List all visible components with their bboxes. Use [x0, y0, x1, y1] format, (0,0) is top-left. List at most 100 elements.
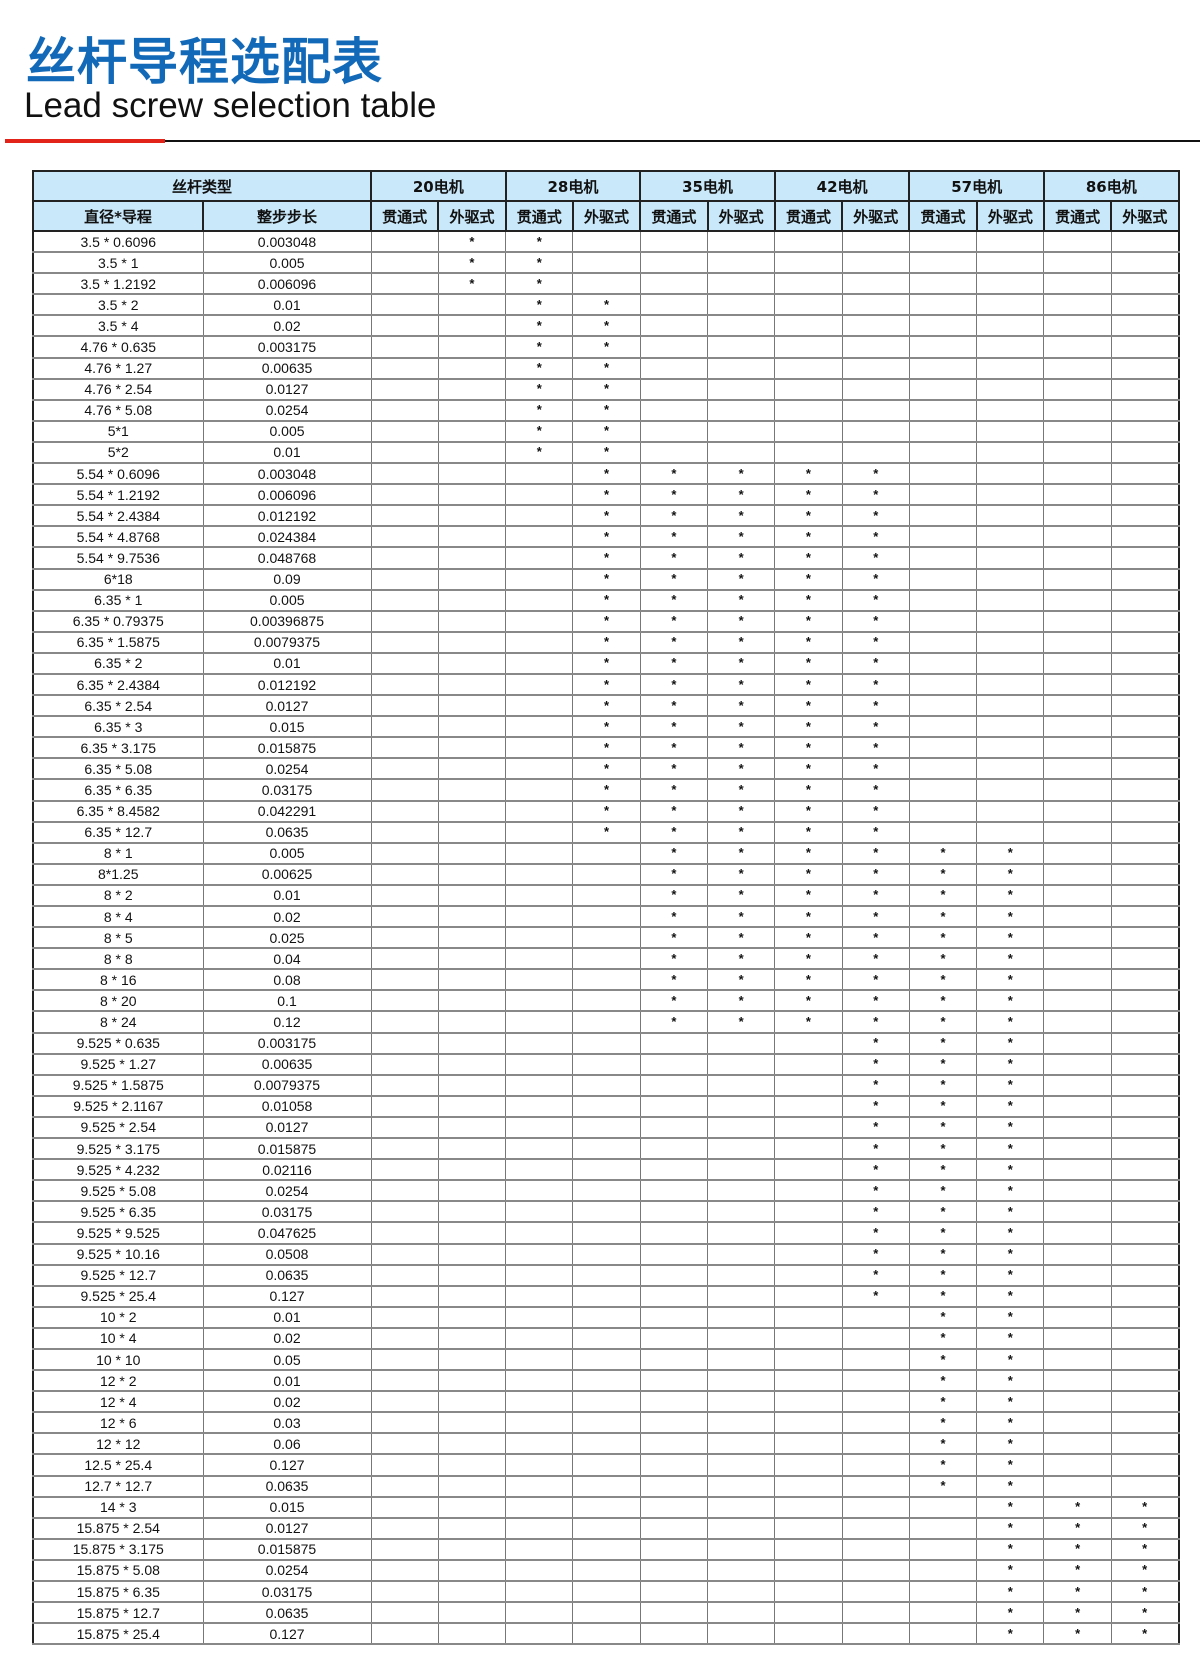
cell-full-step: 0.02: [202, 1327, 372, 1350]
cell-compatibility-mark: [437, 842, 507, 865]
cell-compatibility-mark: [976, 694, 1045, 718]
cell-compatibility-mark: [572, 1411, 641, 1435]
cell-compatibility-mark: [505, 567, 574, 591]
cell-compatibility-mark: *: [908, 1137, 978, 1161]
cell-compatibility-mark: [370, 1074, 439, 1097]
cell-compatibility-mark: [774, 1285, 843, 1308]
cell-compatibility-mark: [706, 1074, 776, 1097]
cell-compatibility-mark: [1043, 1095, 1112, 1118]
cell-compatibility-mark: [908, 1517, 978, 1540]
cell-compatibility-mark: [841, 1390, 910, 1414]
cell-compatibility-mark: [505, 1074, 574, 1097]
cell-compatibility-mark: [437, 567, 507, 591]
cell-compatibility-mark: [1043, 1264, 1112, 1287]
cell-compatibility-mark: [1110, 357, 1180, 380]
cell-compatibility-mark: *: [706, 483, 776, 507]
cell-compatibility-mark: [1043, 504, 1112, 528]
cell-compatibility-mark: *: [572, 610, 641, 633]
cell-compatibility-mark: *: [841, 652, 910, 675]
cell-compatibility-mark: [1110, 483, 1180, 507]
cell-compatibility-mark: *: [1043, 1601, 1112, 1625]
cell-compatibility-mark: [1043, 631, 1112, 654]
table-row: 3.5 * 1.2192 0.006096 * *: [32, 272, 1180, 296]
cell-compatibility-mark: [774, 1074, 843, 1097]
cell-compatibility-mark: *: [774, 800, 843, 823]
cell-compatibility-mark: [505, 989, 574, 1013]
cell-diameter-lead: 5*2: [32, 441, 204, 465]
cell-compatibility-mark: [437, 1179, 507, 1203]
cell-full-step: 0.0254: [202, 1179, 372, 1203]
cell-compatibility-mark: *: [639, 968, 709, 992]
cell-compatibility-mark: [370, 293, 439, 317]
cell-diameter-lead: 9.525 * 1.27: [32, 1053, 204, 1076]
cell-compatibility-mark: [437, 546, 507, 570]
cell-compatibility-mark: [774, 1221, 843, 1245]
cell-compatibility-mark: [1043, 821, 1112, 844]
cell-compatibility-mark: [437, 1475, 507, 1498]
cell-compatibility-mark: [841, 335, 910, 359]
cell-compatibility-mark: [505, 757, 574, 781]
cell-compatibility-mark: [908, 694, 978, 718]
cell-compatibility-mark: [639, 1390, 709, 1414]
cell-compatibility-mark: [1043, 399, 1112, 422]
cell-compatibility-mark: [437, 757, 507, 781]
table-row: 9.525 * 12.7 0.0635 * * *: [32, 1264, 1180, 1287]
cell-compatibility-mark: [976, 525, 1045, 549]
cell-compatibility-mark: [437, 1221, 507, 1245]
cell-compatibility-mark: *: [976, 1221, 1045, 1245]
cell-compatibility-mark: [1043, 1221, 1112, 1245]
cell-compatibility-mark: *: [572, 673, 641, 697]
cell-compatibility-mark: *: [908, 1095, 978, 1118]
header-external-type: 外驱式: [437, 200, 507, 232]
cell-compatibility-mark: *: [639, 483, 709, 507]
cell-compatibility-mark: *: [706, 821, 776, 844]
cell-compatibility-mark: [706, 1453, 776, 1477]
table-row: 12.5 * 25.4 0.127 * *: [32, 1453, 1180, 1477]
cell-compatibility-mark: [706, 1053, 776, 1076]
cell-compatibility-mark: [370, 905, 439, 929]
cell-compatibility-mark: [1043, 947, 1112, 971]
cell-compatibility-mark: [437, 1496, 507, 1519]
cell-diameter-lead: 5*1: [32, 420, 204, 443]
table-row: 8*1.25 0.00625 * * * * * *: [32, 863, 1180, 886]
cell-compatibility-mark: [370, 968, 439, 992]
cell-compatibility-mark: *: [639, 905, 709, 929]
cell-full-step: 0.03175: [202, 1200, 372, 1224]
cell-compatibility-mark: [437, 1285, 507, 1308]
cell-compatibility-mark: [1043, 968, 1112, 992]
cell-compatibility-mark: *: [976, 1264, 1045, 1287]
cell-compatibility-mark: [841, 1327, 910, 1350]
cell-compatibility-mark: *: [976, 1158, 1045, 1182]
cell-compatibility-mark: [370, 673, 439, 697]
cell-compatibility-mark: [370, 1369, 439, 1393]
cell-compatibility-mark: [370, 736, 439, 760]
cell-diameter-lead: 8*1.25: [32, 863, 204, 886]
cell-compatibility-mark: *: [774, 589, 843, 612]
cell-compatibility-mark: *: [774, 546, 843, 570]
cell-compatibility-mark: *: [572, 821, 641, 844]
cell-compatibility-mark: *: [841, 1095, 910, 1118]
cell-compatibility-mark: *: [572, 694, 641, 718]
cell-compatibility-mark: [1110, 1200, 1180, 1224]
cell-compatibility-mark: [774, 441, 843, 465]
accent-divider: [5, 139, 165, 143]
cell-compatibility-mark: [1043, 525, 1112, 549]
cell-full-step: 0.048768: [202, 546, 372, 570]
cell-diameter-lead: 6.35 * 8.4582: [32, 800, 204, 823]
cell-compatibility-mark: [706, 1538, 776, 1561]
cell-full-step: 0.003048: [202, 462, 372, 486]
cell-compatibility-mark: [841, 1538, 910, 1561]
cell-compatibility-mark: *: [639, 589, 709, 612]
cell-compatibility-mark: [572, 1453, 641, 1477]
cell-compatibility-mark: [976, 293, 1045, 317]
cell-compatibility-mark: [639, 420, 709, 443]
cell-compatibility-mark: [908, 821, 978, 844]
cell-compatibility-mark: [706, 314, 776, 338]
cell-compatibility-mark: [437, 610, 507, 633]
cell-compatibility-mark: *: [908, 1053, 978, 1076]
cell-compatibility-mark: [505, 525, 574, 549]
cell-compatibility-mark: *: [639, 694, 709, 718]
cell-compatibility-mark: [706, 420, 776, 443]
cell-full-step: 0.025: [202, 926, 372, 950]
cell-compatibility-mark: *: [706, 757, 776, 781]
